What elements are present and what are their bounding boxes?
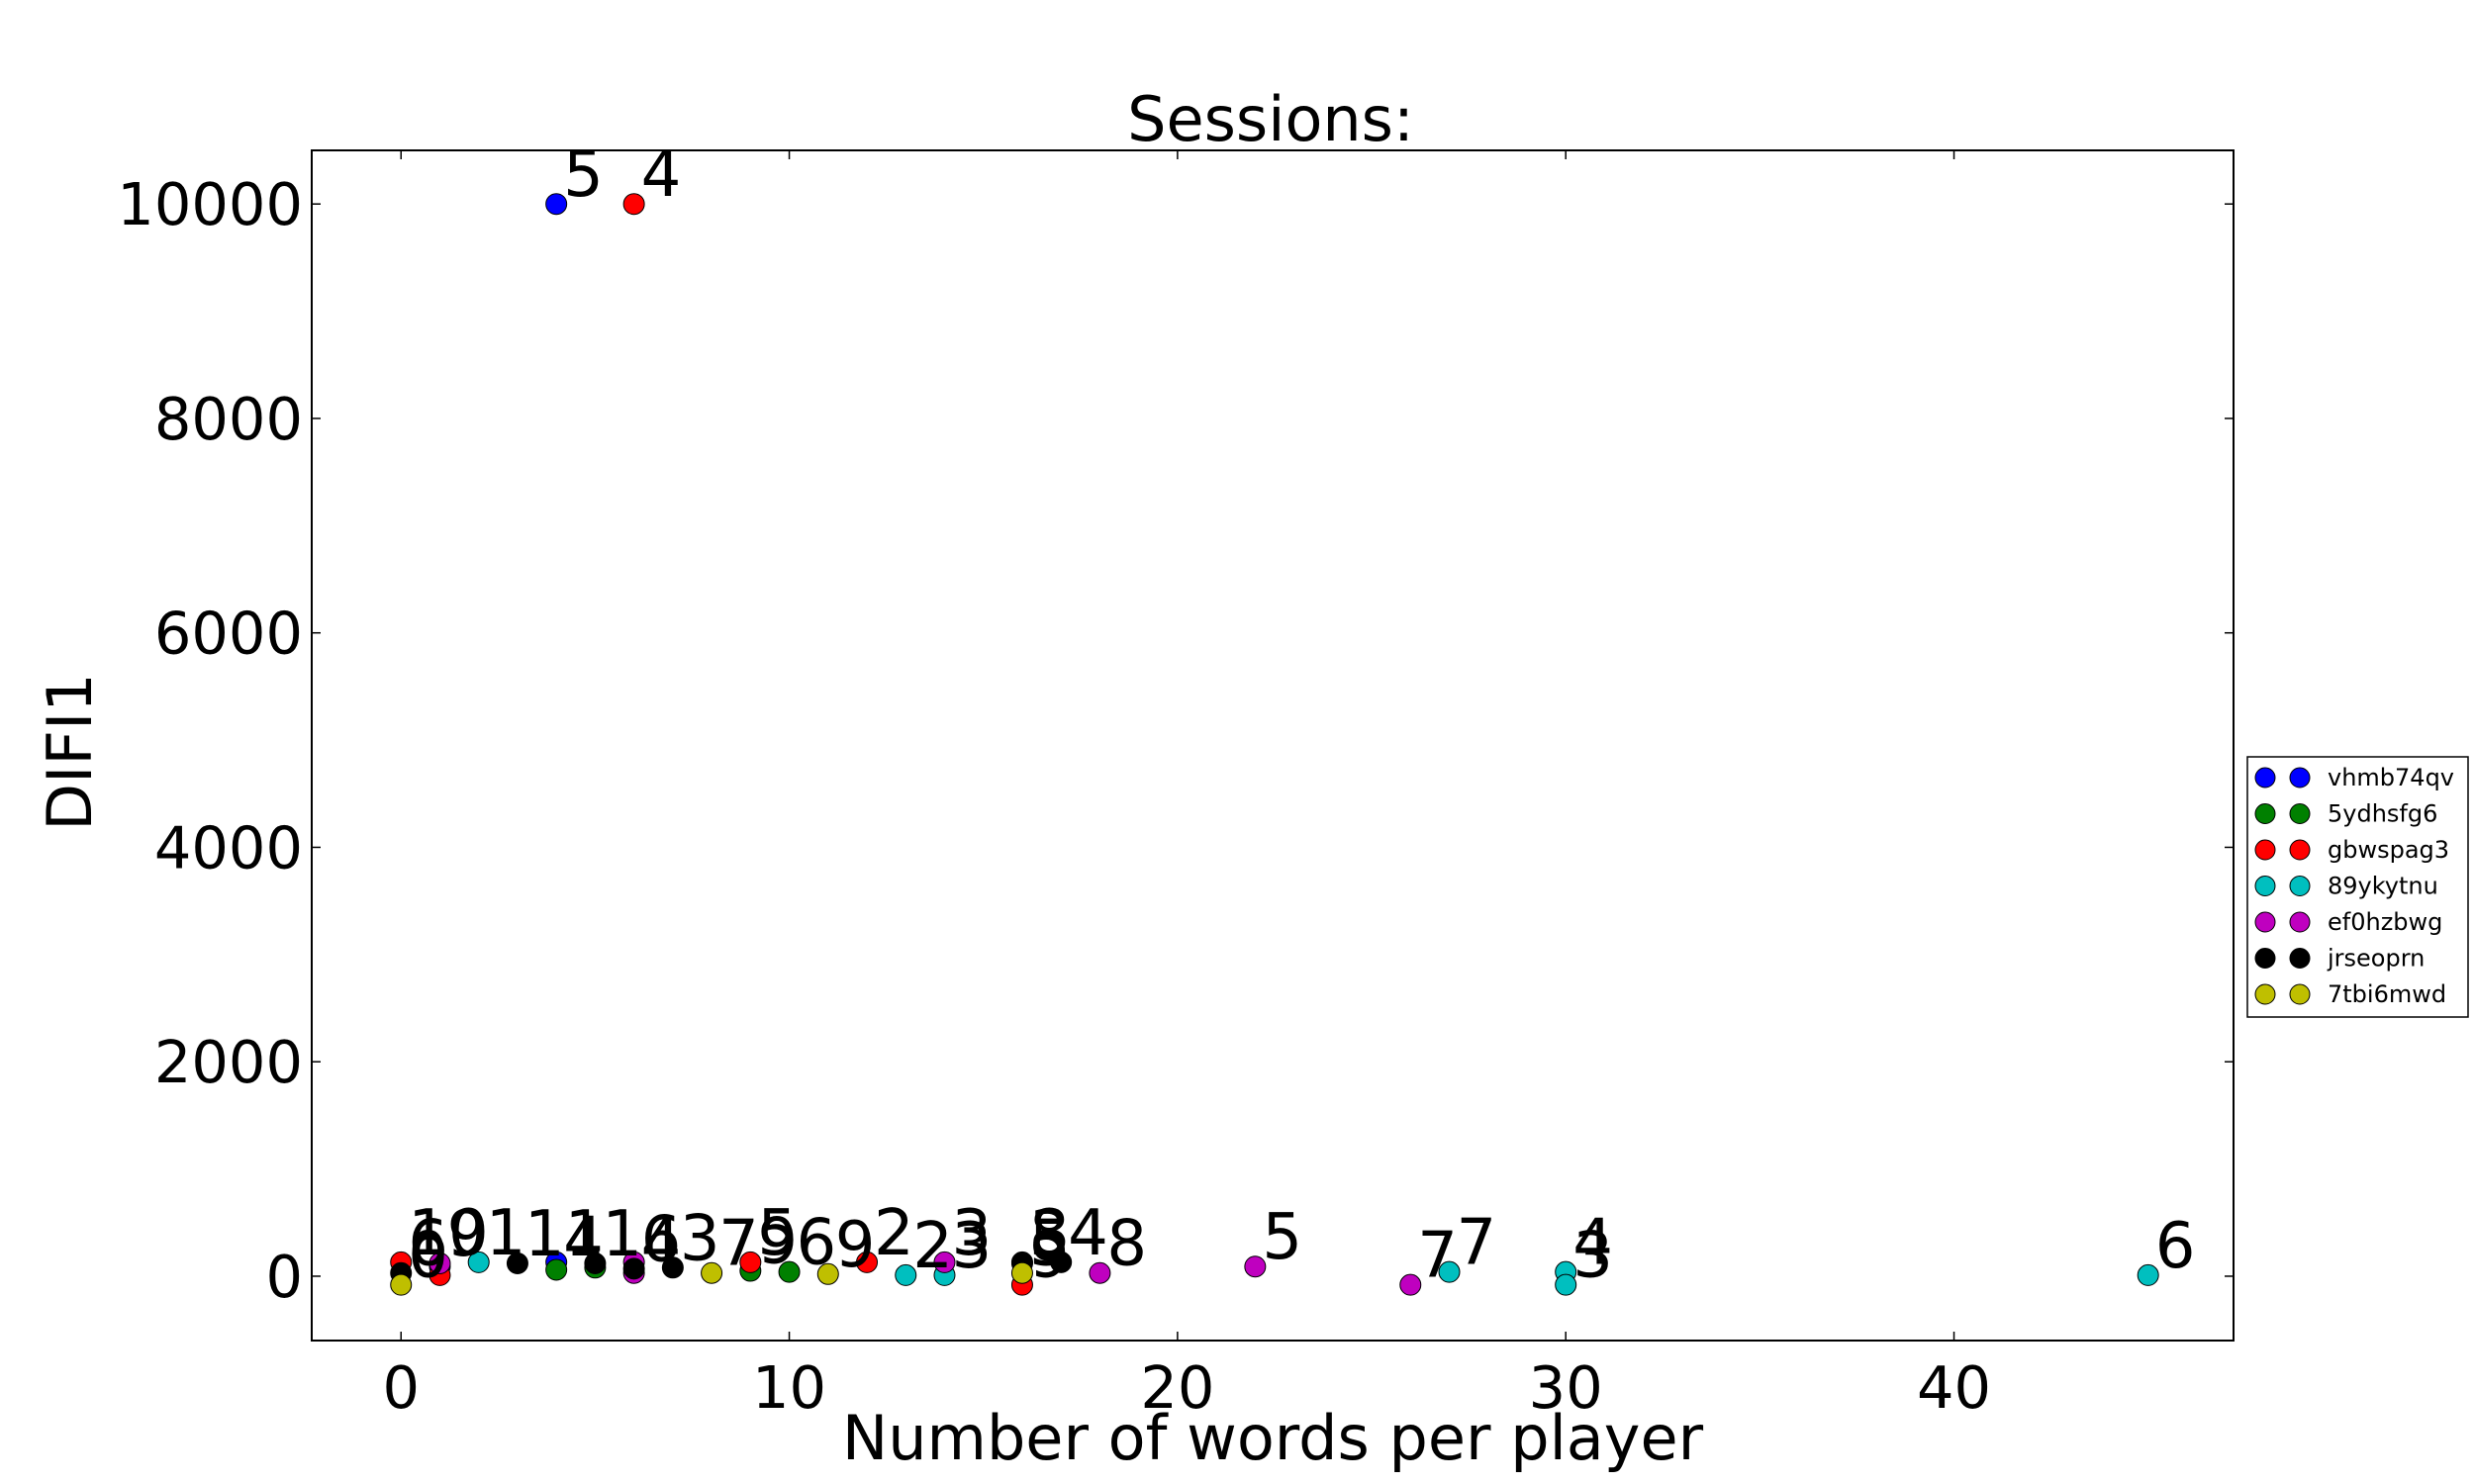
legend-marker <box>2254 839 2276 861</box>
y-tick-label: 0 <box>265 1243 303 1311</box>
legend-marker <box>2254 803 2276 824</box>
point-label: 6 <box>408 1208 448 1281</box>
point-label: 3 <box>1029 1198 1070 1271</box>
data-point-7tbi6mwd <box>390 1273 413 1296</box>
point-label: 6 <box>2155 1210 2196 1283</box>
data-point-7tbi6mwd <box>816 1262 839 1285</box>
data-point-89ykytnu <box>1555 1273 1577 1296</box>
x-axis-label: Number of words per player <box>842 1402 1704 1474</box>
data-point-ef0hzbwg <box>1089 1261 1111 1284</box>
data-point-gbwspag3 <box>856 1251 879 1273</box>
data-point-gbwspag3 <box>622 193 645 216</box>
x-tick-label: 20 <box>1140 1353 1214 1422</box>
data-point-7tbi6mwd <box>1010 1261 1033 1284</box>
data-point-vhmb74qv <box>545 193 568 216</box>
legend-marker <box>2289 876 2311 896</box>
data-points <box>390 193 2159 1296</box>
point-label: 5 <box>1029 1208 1070 1281</box>
point-label: 7 <box>1457 1207 1497 1280</box>
point-label: 1 <box>486 1197 526 1270</box>
legend-marker <box>2289 948 2311 969</box>
point-label: 1 <box>602 1198 642 1271</box>
data-point-jrseoprn <box>506 1252 528 1274</box>
point-label: 8 <box>1106 1208 1147 1281</box>
point-label: 5 <box>757 1197 798 1270</box>
data-point-89ykytnu <box>467 1251 490 1273</box>
legend-marker <box>2289 911 2311 933</box>
y-tick-label: 6000 <box>154 600 303 668</box>
point-label: 7 <box>718 1208 759 1281</box>
point-label: 10 <box>408 1197 488 1270</box>
legend: vhmb74qv 5ydhsfg6 gbwspag3 89ykytnu ef0hzbwg… <box>2246 756 2469 1018</box>
data-point-jrseoprn <box>661 1256 684 1279</box>
legend-label: 7tbi6mwd <box>2328 980 2446 1008</box>
data-point-ef0hzbwg <box>933 1251 956 1273</box>
point-label: 9 <box>1029 1220 1070 1293</box>
x-tick-label: 0 <box>382 1353 420 1422</box>
point-label: 11 <box>524 1198 605 1271</box>
data-point-89ykytnu <box>895 1263 917 1286</box>
point-label: 3 <box>951 1197 992 1270</box>
data-point-ef0hzbwg <box>1399 1273 1422 1296</box>
legend-marker <box>2254 767 2276 788</box>
legend-label: ef0hzbwg <box>2328 908 2442 936</box>
legend-frame <box>2246 756 2469 1018</box>
data-point-7tbi6mwd <box>701 1261 723 1284</box>
point-label: 5 <box>1262 1201 1302 1274</box>
legend-marker <box>2289 767 2311 788</box>
legend-marker <box>2289 983 2311 1005</box>
legend-label: gbwspag3 <box>2328 836 2449 864</box>
y-axis-label: DIFI1 <box>34 673 106 830</box>
x-tick-label: 30 <box>1529 1353 1603 1422</box>
legend-marker <box>2254 948 2276 969</box>
data-point-jrseoprn <box>622 1257 645 1280</box>
data-point-89ykytnu <box>2137 1263 2159 1286</box>
point-label: 4 <box>563 1204 604 1277</box>
legend-marker <box>2254 911 2276 933</box>
data-point-ef0hzbwg <box>428 1252 451 1274</box>
point-label: 9 <box>757 1206 798 1279</box>
point-label: 2 <box>912 1210 953 1283</box>
legend-marker <box>2254 983 2276 1005</box>
y-tick-label: 2000 <box>154 1028 303 1096</box>
point-label: 4 <box>1572 1207 1613 1280</box>
legend-label: vhmb74qv <box>2328 764 2454 791</box>
point-label: 7 <box>1417 1220 1458 1293</box>
legend-label: 89ykytnu <box>2328 873 2438 900</box>
point-label: 8 <box>1029 1197 1070 1270</box>
point-label: 6 <box>641 1203 682 1276</box>
point-label: 2 <box>874 1197 914 1270</box>
legend-label: jrseoprn <box>2327 945 2425 973</box>
x-tick-label: 40 <box>1917 1353 1991 1422</box>
point-label: 3 <box>680 1202 720 1275</box>
x-tick-label: 10 <box>752 1353 826 1422</box>
data-point-5ydhsfg6 <box>545 1258 568 1281</box>
data-point-ef0hzbwg <box>1244 1255 1267 1278</box>
legend-marker <box>2289 803 2311 824</box>
y-tick-label: 4000 <box>154 813 303 881</box>
point-label: 9 <box>835 1209 876 1282</box>
legend-marker <box>2289 839 2311 861</box>
data-point-jrseoprn <box>584 1252 607 1274</box>
point-label: 0 <box>408 1220 448 1293</box>
data-point-gbwspag3 <box>739 1251 762 1273</box>
legend-label: 5ydhsfg6 <box>2328 800 2437 828</box>
point-label: 3 <box>1572 1220 1613 1293</box>
point-label: 4 <box>1068 1197 1108 1270</box>
plot-area-frame <box>311 149 2235 1342</box>
legend-marker <box>2254 876 2276 896</box>
point-label: 4 <box>641 1208 682 1281</box>
y-tick-label: 8000 <box>154 385 303 453</box>
point-label: 3 <box>951 1210 992 1283</box>
data-point-jrseoprn <box>1050 1251 1073 1273</box>
chart-title: Sessions: <box>1127 83 1414 155</box>
data-point-89ykytnu <box>1438 1260 1461 1283</box>
y-tick-label: 10000 <box>117 170 303 238</box>
point-label: 6 <box>797 1207 837 1280</box>
data-point-5ydhsfg6 <box>778 1260 801 1283</box>
point-label: 9 <box>446 1198 487 1271</box>
